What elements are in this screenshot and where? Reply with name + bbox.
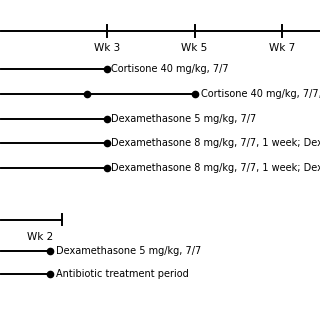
Text: Dexamethasone 5 mg/kg, 7/7: Dexamethasone 5 mg/kg, 7/7 bbox=[111, 114, 257, 124]
Text: Wk 3: Wk 3 bbox=[94, 43, 120, 53]
Text: Wk 7: Wk 7 bbox=[269, 43, 295, 53]
Text: Antibiotic treatment period: Antibiotic treatment period bbox=[56, 269, 189, 279]
Text: Dexamethasone 8 mg/kg, 7/7, 1 week; Dexam: Dexamethasone 8 mg/kg, 7/7, 1 week; Dexa… bbox=[111, 163, 320, 173]
Text: Cortisone 40 mg/kg, 7/7, 4 weeks; •: Cortisone 40 mg/kg, 7/7, 4 weeks; • bbox=[201, 89, 320, 99]
Text: Cortisone 40 mg/kg, 7/7: Cortisone 40 mg/kg, 7/7 bbox=[111, 64, 229, 74]
Text: Dexamethasone 8 mg/kg, 7/7, 1 week; Dexam: Dexamethasone 8 mg/kg, 7/7, 1 week; Dexa… bbox=[111, 138, 320, 148]
Text: Wk 5: Wk 5 bbox=[181, 43, 208, 53]
Text: Wk 2: Wk 2 bbox=[27, 232, 53, 242]
Text: Dexamethasone 5 mg/kg, 7/7: Dexamethasone 5 mg/kg, 7/7 bbox=[56, 246, 201, 256]
